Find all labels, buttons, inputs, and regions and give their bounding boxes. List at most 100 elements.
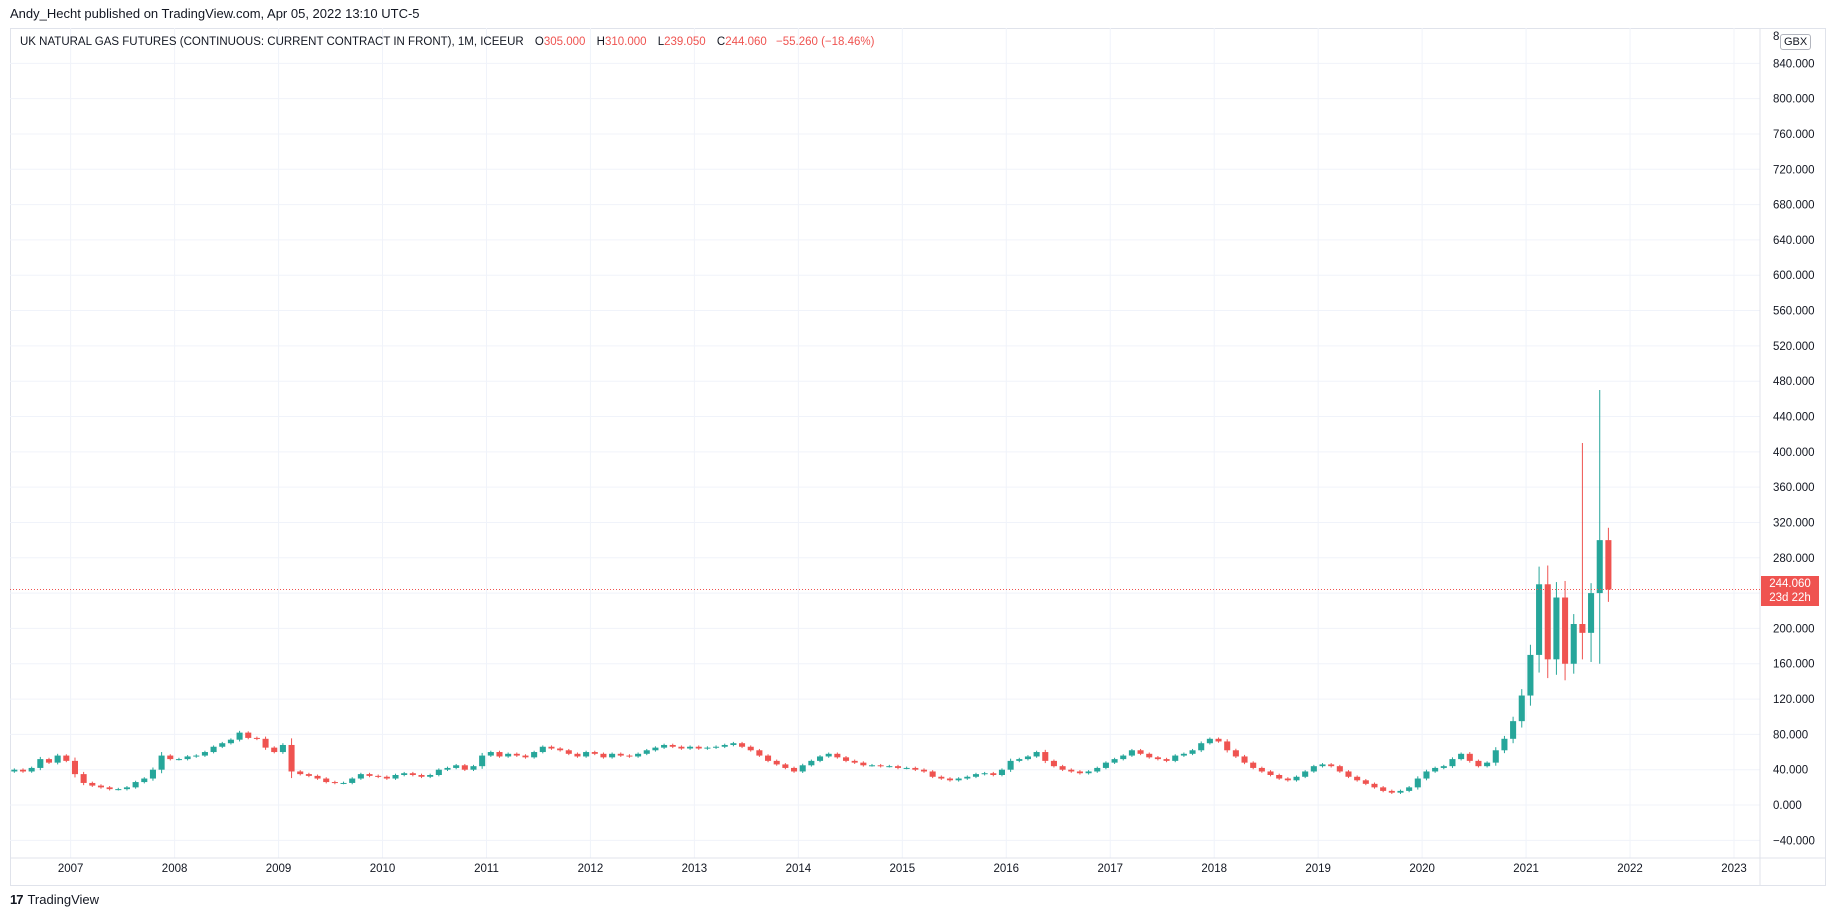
x-tick-label: 2011 <box>474 863 499 875</box>
candle-body <box>479 755 486 767</box>
x-tick-label: 2018 <box>1201 863 1227 875</box>
candle-body <box>1336 766 1343 772</box>
y-tick-label: 640.000 <box>1773 235 1815 247</box>
candle-body <box>167 755 174 760</box>
y-tick-label: 400.000 <box>1773 447 1815 459</box>
candle-body <box>340 782 347 784</box>
candle-body <box>1406 787 1413 791</box>
candle-body <box>1440 766 1447 768</box>
candle-body <box>323 778 330 783</box>
candle-body <box>28 767 35 772</box>
candle-body <box>97 785 104 788</box>
candle-body <box>799 765 806 772</box>
y-tick-label: −40.000 <box>1773 835 1815 847</box>
candle-body <box>920 769 928 772</box>
candle-body <box>695 746 702 749</box>
candle-body <box>522 755 529 758</box>
candle-body <box>505 753 512 757</box>
y-tick-label: 560.000 <box>1773 306 1815 318</box>
candle-body <box>158 755 165 770</box>
candle-body <box>1059 766 1066 770</box>
candle-body <box>894 766 902 768</box>
candle-body <box>661 744 668 748</box>
candle-body <box>1475 760 1482 767</box>
candle-body <box>557 748 564 751</box>
y-tick-label: 440.000 <box>1773 412 1815 424</box>
candle-body <box>1510 721 1517 739</box>
y-tick-label: 360.000 <box>1773 482 1815 494</box>
candle-body <box>37 759 44 768</box>
candle-body <box>539 746 546 753</box>
candle-body <box>1423 771 1430 779</box>
x-tick-label: 2015 <box>890 863 916 875</box>
symbol-legend: UK NATURAL GAS FUTURES (CONTINUOUS: CURR… <box>20 36 874 48</box>
candle-body <box>219 743 226 747</box>
candle-body <box>1276 775 1283 779</box>
candle-body <box>1345 771 1352 777</box>
candle-body <box>1206 738 1213 744</box>
x-tick-label: 2007 <box>58 863 84 875</box>
candle-body <box>877 765 884 767</box>
candle-body <box>860 762 867 766</box>
y-tick-label: 480.000 <box>1773 376 1815 388</box>
currency-badge[interactable]: GBX <box>1780 34 1812 50</box>
candle-body <box>1241 756 1248 763</box>
candle-body <box>990 773 997 775</box>
candle-body <box>1215 738 1222 742</box>
candle-body <box>773 760 780 765</box>
candle-body <box>669 744 676 747</box>
candle-body <box>946 778 954 781</box>
candle-body <box>1111 759 1118 763</box>
candle-body <box>747 746 754 751</box>
candle-body <box>1466 753 1473 761</box>
candle-body <box>1189 750 1196 754</box>
candle-body <box>1371 783 1378 788</box>
candle-body <box>1085 771 1092 774</box>
candle-body <box>184 756 191 760</box>
time-axis: 2007 2008 2009 2010 2011 2012 2013 2014 2015 2016… <box>10 857 1826 875</box>
candle-body <box>236 732 243 740</box>
y-tick-label: 760.000 <box>1773 129 1815 141</box>
candle-body <box>305 774 312 776</box>
bar-countdown: 23d 22h <box>1769 592 1811 604</box>
candle-body <box>678 746 685 749</box>
candle-body <box>1310 766 1317 772</box>
candle-body <box>652 747 659 751</box>
last-price-value: 244.060 <box>1769 578 1811 590</box>
candle-body <box>903 767 910 769</box>
candle-body <box>357 774 364 779</box>
candle-body <box>427 775 434 777</box>
x-tick-label: 2013 <box>682 863 708 875</box>
x-tick-label: 2009 <box>266 863 292 875</box>
candle-body <box>288 744 295 772</box>
candle-body <box>1328 764 1335 767</box>
candle-body <box>1232 750 1239 757</box>
candle-body <box>409 773 416 775</box>
candle-body <box>643 750 650 754</box>
candle-body <box>470 766 477 770</box>
candle-body <box>435 769 442 775</box>
candle-body <box>635 753 642 757</box>
candle-body <box>1596 540 1603 594</box>
candle-body <box>331 782 338 784</box>
candle-body <box>392 775 399 779</box>
candle-body <box>383 776 390 779</box>
tradingview-logo[interactable]: 17 TradingView <box>10 892 99 907</box>
candle-body <box>115 789 122 791</box>
candle-body <box>1224 741 1231 751</box>
candle-body <box>600 753 607 758</box>
candle-body <box>955 778 962 781</box>
candle-body <box>453 765 460 768</box>
candle-body <box>851 760 858 763</box>
y-tick-label: 800.000 <box>1773 94 1815 106</box>
candle-body <box>964 776 971 779</box>
candle-body <box>1154 757 1161 760</box>
grid-lines <box>10 28 1760 858</box>
candle-body <box>1362 780 1369 784</box>
candle-body <box>1284 778 1291 781</box>
candle-body <box>1553 597 1560 660</box>
y-tick-label: 520.000 <box>1773 341 1815 353</box>
candle-body <box>89 782 96 786</box>
y-tick-label: 80.000 <box>1773 729 1808 741</box>
